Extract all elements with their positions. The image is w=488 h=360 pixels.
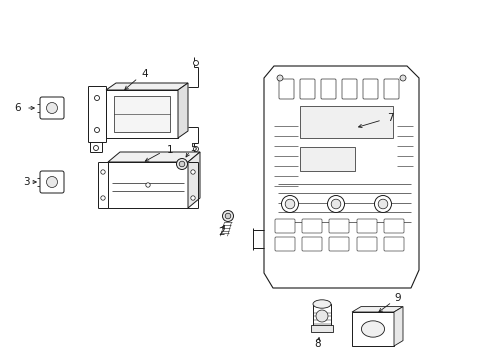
Circle shape — [193, 60, 198, 66]
Polygon shape — [114, 96, 170, 132]
FancyBboxPatch shape — [383, 79, 398, 99]
Text: 6: 6 — [15, 103, 21, 113]
FancyBboxPatch shape — [341, 79, 356, 99]
Circle shape — [145, 183, 150, 187]
Polygon shape — [393, 307, 402, 346]
FancyBboxPatch shape — [279, 79, 293, 99]
Circle shape — [374, 195, 391, 212]
Circle shape — [93, 145, 98, 150]
Polygon shape — [264, 66, 418, 288]
Circle shape — [46, 103, 58, 113]
Circle shape — [225, 213, 230, 219]
Text: 7: 7 — [386, 113, 392, 123]
Polygon shape — [187, 152, 200, 208]
FancyBboxPatch shape — [320, 79, 335, 99]
FancyBboxPatch shape — [40, 97, 64, 119]
Circle shape — [94, 95, 99, 100]
Text: 8: 8 — [314, 339, 321, 349]
Circle shape — [281, 195, 298, 212]
Circle shape — [327, 195, 344, 212]
Ellipse shape — [312, 300, 330, 308]
FancyBboxPatch shape — [302, 219, 321, 233]
Circle shape — [315, 310, 327, 322]
Polygon shape — [108, 162, 187, 208]
Circle shape — [399, 75, 405, 81]
Polygon shape — [106, 83, 187, 90]
Polygon shape — [351, 307, 402, 312]
FancyBboxPatch shape — [302, 237, 321, 251]
FancyBboxPatch shape — [383, 237, 403, 251]
FancyBboxPatch shape — [356, 219, 376, 233]
Text: 3: 3 — [22, 177, 29, 187]
Polygon shape — [108, 152, 200, 162]
Circle shape — [222, 211, 233, 221]
Circle shape — [176, 158, 187, 170]
FancyBboxPatch shape — [40, 171, 64, 193]
FancyBboxPatch shape — [383, 219, 403, 233]
Circle shape — [377, 199, 387, 209]
Text: 2: 2 — [218, 227, 225, 237]
Ellipse shape — [361, 321, 384, 337]
FancyBboxPatch shape — [299, 79, 314, 99]
Polygon shape — [299, 106, 392, 138]
Circle shape — [276, 75, 283, 81]
Circle shape — [330, 199, 340, 209]
Polygon shape — [106, 90, 178, 138]
Circle shape — [101, 170, 105, 174]
Circle shape — [101, 196, 105, 200]
Text: 5: 5 — [190, 143, 197, 153]
Polygon shape — [312, 304, 330, 328]
FancyBboxPatch shape — [274, 219, 294, 233]
Circle shape — [190, 170, 195, 174]
Polygon shape — [310, 325, 332, 332]
FancyBboxPatch shape — [274, 237, 294, 251]
Circle shape — [179, 161, 184, 167]
Circle shape — [190, 196, 195, 200]
FancyBboxPatch shape — [362, 79, 377, 99]
Circle shape — [46, 176, 58, 188]
Text: 4: 4 — [142, 69, 148, 79]
FancyBboxPatch shape — [356, 237, 376, 251]
FancyBboxPatch shape — [328, 219, 348, 233]
FancyBboxPatch shape — [328, 237, 348, 251]
Circle shape — [193, 147, 198, 152]
Circle shape — [285, 199, 294, 209]
Text: 9: 9 — [394, 293, 401, 303]
Polygon shape — [299, 147, 354, 171]
Circle shape — [94, 127, 99, 132]
Polygon shape — [351, 312, 393, 346]
Polygon shape — [178, 83, 187, 138]
Text: 1: 1 — [166, 145, 173, 155]
